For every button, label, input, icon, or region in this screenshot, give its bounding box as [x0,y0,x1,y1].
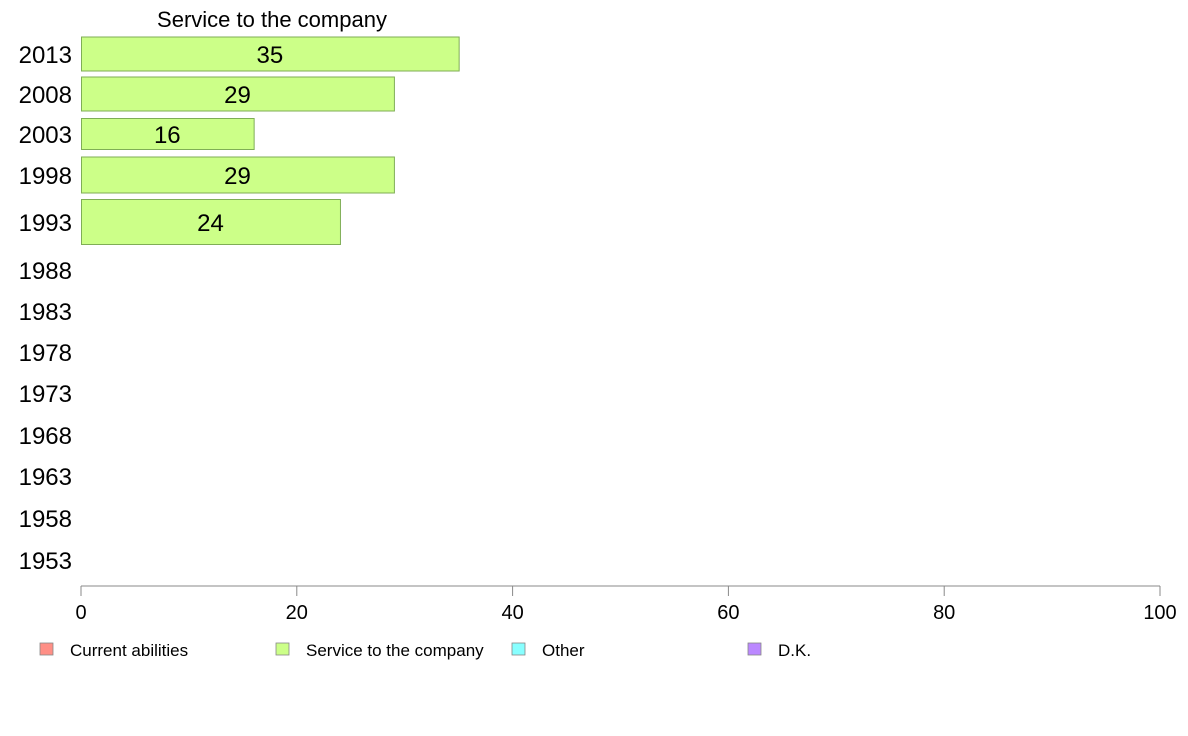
legend-label-2: Other [542,641,585,660]
year-label-1993: 1993 [19,210,72,237]
year-label-1968: 1968 [19,423,72,450]
legend-label-3: D.K. [778,641,811,660]
x-tick-label-40: 40 [501,602,523,624]
year-label-1978: 1978 [19,340,72,367]
x-tick-label-80: 80 [933,602,955,624]
legend-swatch-3 [747,642,762,656]
bar-1998 [81,156,395,194]
bar-1993 [81,199,341,245]
legend-label-0: Current abilities [70,641,188,660]
x-tick-label-100: 100 [1143,602,1176,624]
year-label-2003: 2003 [19,122,72,149]
legend-swatch-1 [275,642,290,656]
year-label-1983: 1983 [19,299,72,326]
x-tick-label-20: 20 [286,602,308,624]
year-label-2013: 2013 [19,42,72,69]
legend: Current abilities Service to the company O… [39,641,811,660]
bar-2008 [81,76,395,112]
year-label-1988: 1988 [19,258,72,285]
x-tick-label-60: 60 [717,602,739,624]
bar-value-label-2003: 16 [154,122,181,149]
legend-swatch-0 [39,642,54,656]
chart-title: Service to the company [157,7,387,32]
legend-label-1: Service to the company [306,641,484,660]
bar-2013 [81,36,460,72]
year-label-1953: 1953 [19,548,72,575]
bar-value-label-2013: 35 [256,42,283,69]
year-labels: 2013 2008 2003 1998 1993 1988 1983 1978 1973 1968… [19,42,72,575]
x-tick-label-0: 0 [75,602,86,624]
year-label-1973: 1973 [19,381,72,408]
x-axis: 0 20 40 60 80 100 [75,585,1177,624]
year-label-1998: 1998 [19,163,72,190]
bar-value-label-2008: 29 [224,82,251,109]
year-label-1958: 1958 [19,506,72,533]
year-label-1963: 1963 [19,464,72,491]
year-label-2008: 2008 [19,82,72,109]
bar-value-label-1993: 24 [197,210,224,237]
legend-swatch-2 [511,642,526,656]
bar-value-label-1998: 29 [224,163,251,190]
bar-2003 [81,118,255,150]
